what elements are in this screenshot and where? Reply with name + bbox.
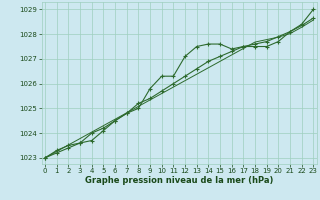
X-axis label: Graphe pression niveau de la mer (hPa): Graphe pression niveau de la mer (hPa): [85, 176, 273, 185]
